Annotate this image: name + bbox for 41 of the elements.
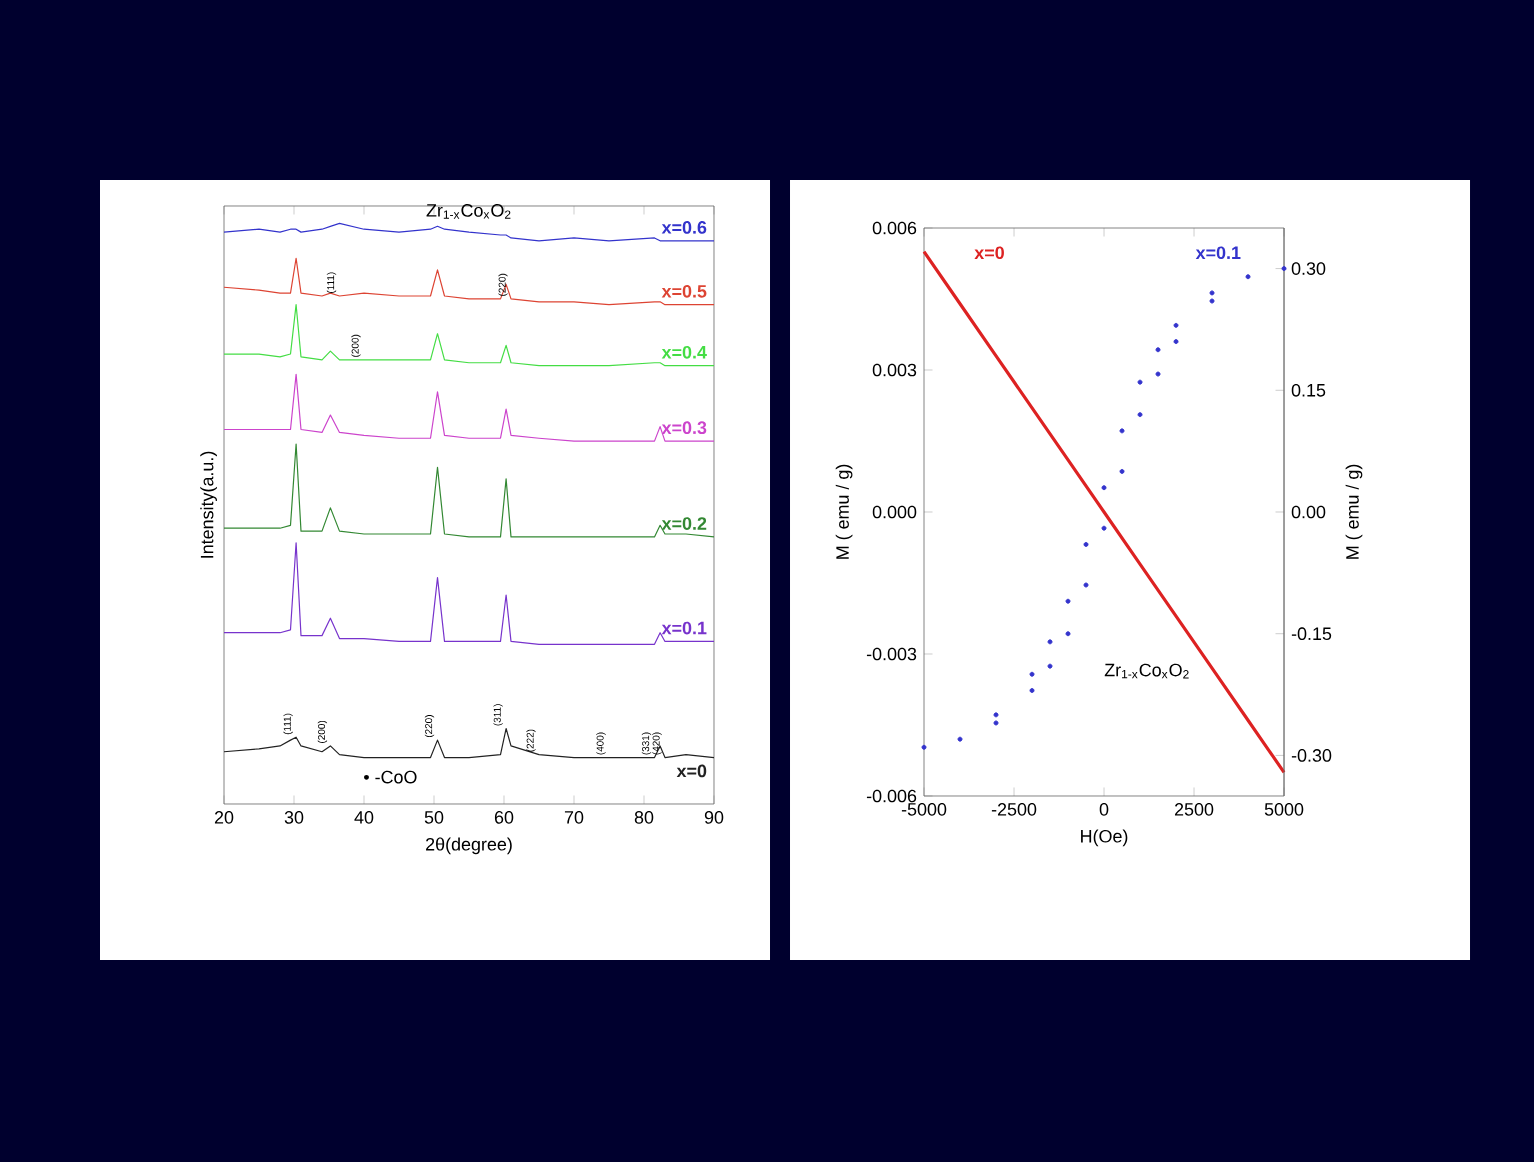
x-tick-label: 90: [704, 811, 724, 824]
series-label: x=0.2: [661, 517, 707, 530]
series-label: x=0.4: [661, 345, 707, 359]
x-axis-title: H(Oe): [1081, 829, 1128, 847]
y2-tick-label: 0.00: [1291, 505, 1326, 519]
series-label: x=0.5: [661, 284, 707, 298]
series-label: x=0.1: [661, 621, 707, 635]
y-tick-label: 0.000: [872, 505, 917, 519]
x-tick-label: 60: [494, 811, 514, 824]
x-tick-label: 2500: [1174, 803, 1214, 816]
x-tick-label: -2500: [991, 803, 1037, 816]
series-label: x=0.6: [661, 221, 707, 234]
annotation: Zr$_{1-x}$Co$_{x}$O$_{2}$: [1104, 663, 1189, 679]
series-label: x=0.1: [1195, 246, 1241, 260]
y-tick-label: 0.003: [872, 363, 917, 377]
y-axis-title: M ( emu / g): [835, 464, 853, 559]
series-label: x=0: [676, 764, 707, 778]
annotation: • -CoO: [364, 770, 417, 784]
y2-tick-label: 0.15: [1291, 383, 1326, 397]
x-tick-label: 80: [634, 811, 654, 824]
x-tick-label: 0: [1099, 803, 1109, 816]
series-label: x=0.3: [661, 421, 707, 435]
x-tick-label: -5000: [901, 803, 947, 816]
x-tick-label: 50: [424, 811, 444, 824]
y2-tick-label: -0.15: [1291, 627, 1332, 641]
x-axis-title: 2θ(degree): [426, 837, 512, 855]
text: x=0: [974, 246, 1004, 260]
y-tick-label: -0.006: [866, 789, 917, 803]
y2-axis-title: M ( emu / g): [1345, 464, 1363, 559]
x-tick-label: 20: [214, 811, 234, 824]
y2-tick-label: 0.30: [1291, 262, 1326, 275]
x-tick-label: 30: [284, 811, 304, 824]
line-series: [922, 250, 1286, 774]
x-tick-label: 70: [564, 811, 584, 824]
y-axis-title: Intensity(a.u.): [200, 451, 217, 558]
x-tick-label: 5000: [1264, 803, 1304, 816]
y-tick-label: 0.006: [872, 221, 917, 235]
chart-title: Zr$_{1-x}$Co$_{x}$O$_{2}$: [426, 204, 511, 219]
y2-tick-label: -0.30: [1291, 749, 1332, 762]
x-tick-label: 40: [354, 811, 374, 824]
y-tick-label: -0.003: [866, 647, 917, 661]
